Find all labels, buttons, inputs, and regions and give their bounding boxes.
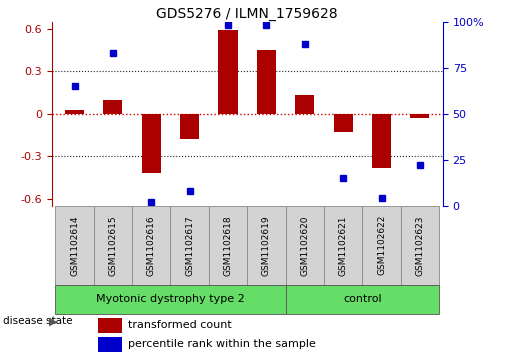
Bar [401, 206, 439, 285]
Bar [132, 206, 170, 285]
Text: GSM1102614: GSM1102614 [70, 215, 79, 276]
Bar [104, 100, 123, 114]
Bar [65, 110, 84, 114]
Bar [98, 318, 122, 333]
Bar [98, 337, 122, 351]
Bar [410, 114, 430, 118]
Bar [209, 206, 247, 285]
Text: transformed count: transformed count [128, 321, 232, 330]
Text: GSM1102622: GSM1102622 [377, 215, 386, 276]
Title: GDS5276 / ILMN_1759628: GDS5276 / ILMN_1759628 [157, 7, 338, 21]
Bar [218, 30, 237, 114]
Bar [180, 114, 199, 139]
Text: GSM1102616: GSM1102616 [147, 215, 156, 276]
Text: GSM1102623: GSM1102623 [416, 215, 424, 276]
Bar [324, 206, 363, 285]
Bar [257, 50, 276, 114]
Bar [55, 285, 286, 314]
Text: control: control [343, 294, 382, 304]
Text: GSM1102621: GSM1102621 [339, 215, 348, 276]
Bar [142, 114, 161, 173]
Bar [94, 206, 132, 285]
Text: percentile rank within the sample: percentile rank within the sample [128, 339, 316, 349]
Text: GSM1102618: GSM1102618 [224, 215, 232, 276]
Bar [334, 114, 353, 132]
Text: GSM1102620: GSM1102620 [300, 215, 310, 276]
Bar [372, 114, 391, 168]
Bar [286, 206, 324, 285]
Text: Myotonic dystrophy type 2: Myotonic dystrophy type 2 [96, 294, 245, 304]
Bar [170, 206, 209, 285]
Text: GSM1102619: GSM1102619 [262, 215, 271, 276]
Bar [247, 206, 286, 285]
Bar [286, 285, 439, 314]
Text: GSM1102617: GSM1102617 [185, 215, 194, 276]
Bar [55, 206, 94, 285]
Bar [295, 95, 314, 114]
Text: ▶: ▶ [49, 316, 58, 326]
Text: GSM1102615: GSM1102615 [108, 215, 117, 276]
Text: disease state: disease state [3, 316, 72, 326]
Bar [363, 206, 401, 285]
